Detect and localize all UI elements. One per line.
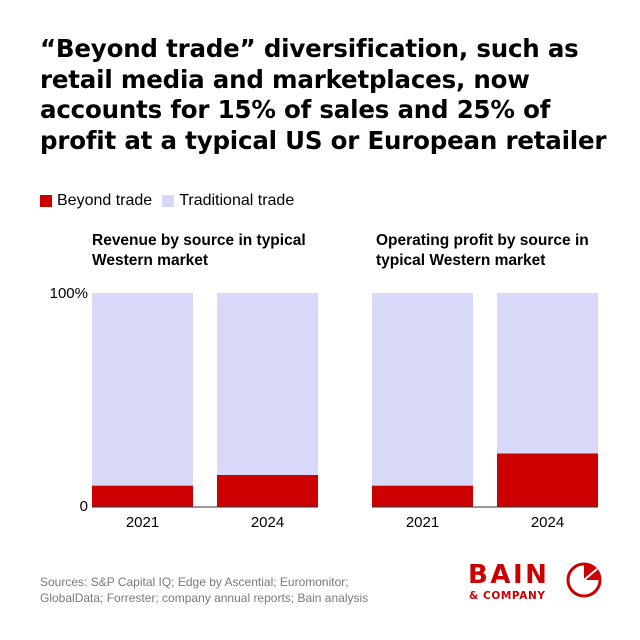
bar-beyond-trade-2021: [372, 485, 473, 507]
bar-traditional-trade-2024: [497, 293, 598, 454]
legend-item-beyond-trade: Beyond trade: [40, 192, 152, 210]
x-tick-label: 2024: [531, 514, 564, 531]
charts-canvas: 2021 2024 100% 0 2021 2024: [50, 285, 598, 531]
profit-chart-title: Operating profit by source in typical We…: [376, 232, 589, 269]
x-tick-label: 2021: [126, 514, 159, 531]
y-tick-label-top: 100%: [50, 285, 88, 302]
bar-traditional-trade-2021: [372, 293, 473, 486]
y-tick-label-bottom: 0: [80, 498, 88, 515]
legend-swatch-beyond-trade: [40, 195, 52, 207]
x-tick-label: 2021: [406, 514, 439, 531]
legend-swatch-traditional-trade: [162, 195, 175, 207]
sources-note: Sources: S&P Capital IQ; Edge by Ascenti…: [40, 575, 369, 605]
headline: “Beyond trade” diversification, such as …: [40, 34, 607, 155]
x-tick-label: 2024: [251, 514, 284, 531]
legend-item-traditional-trade: Traditional trade: [162, 192, 294, 210]
revenue-chart-title: Revenue by source in typical Western mar…: [92, 232, 306, 269]
legend-label-beyond-trade: Beyond trade: [57, 192, 153, 209]
legend-label-traditional-trade: Traditional trade: [179, 192, 295, 209]
bar-beyond-trade-2024: [217, 474, 318, 507]
bain-brand: BAIN & COMPANY: [468, 560, 608, 610]
bar-beyond-trade-2021: [92, 485, 193, 507]
bain-logo-icon: [566, 562, 602, 598]
bar-traditional-trade-2024: [217, 293, 318, 475]
brand-name: BAIN: [468, 560, 550, 590]
legend: Beyond trade Traditional trade: [40, 192, 304, 210]
bar-beyond-trade-2024: [497, 453, 598, 507]
bar-traditional-trade-2021: [92, 293, 193, 486]
brand-subname: & COMPANY: [469, 590, 546, 602]
